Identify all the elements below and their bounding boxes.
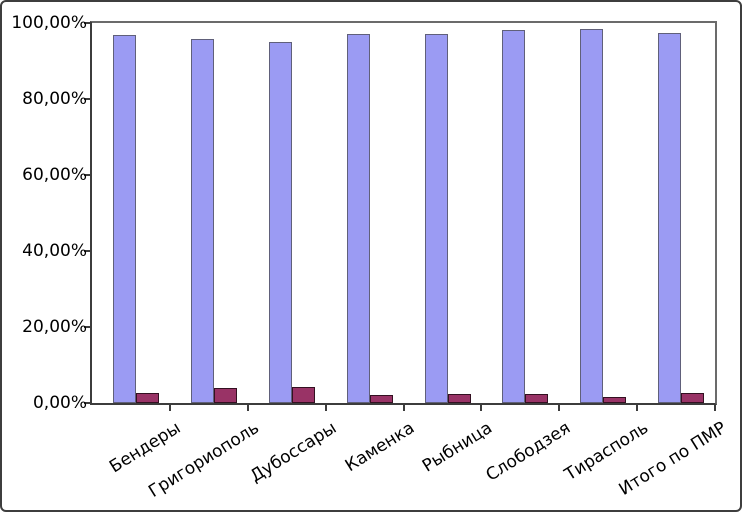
- bar-series-1-3: [347, 34, 370, 403]
- x-axis-tick-0: [168, 404, 171, 411]
- bar-series-1-4: [425, 34, 448, 403]
- x-category-label-3: Каменка: [341, 418, 419, 477]
- bar-series-1-0: [113, 35, 136, 403]
- bar-series-1-2: [269, 42, 292, 403]
- bar-series-1-5: [502, 30, 525, 403]
- y-axis-tick-label-100: 100,00%: [11, 13, 87, 33]
- bar-series-2-6: [603, 397, 626, 403]
- x-axis-tick-2: [324, 404, 327, 411]
- bar-series-2-4: [448, 394, 471, 403]
- y-axis-tick-60: [84, 174, 92, 176]
- y-axis-tick-40: [84, 250, 92, 252]
- bar-series-2-3: [370, 395, 393, 403]
- bar-series-1-6: [580, 29, 603, 403]
- y-axis-tick-label-60: 60,00%: [22, 165, 87, 185]
- x-axis-tick-5: [558, 404, 561, 411]
- x-axis-tick-3: [402, 404, 405, 411]
- bar-series-2-7: [681, 393, 704, 403]
- y-axis-tick-20: [84, 326, 92, 328]
- y-axis-tick-100: [84, 22, 92, 24]
- x-axis-tick-6: [636, 404, 639, 411]
- y-axis-tick-label-0: 0,00%: [32, 393, 87, 413]
- y-axis-tick-0: [84, 402, 92, 404]
- y-axis-tick-label-20: 20,00%: [22, 317, 87, 337]
- plot-area: [90, 21, 717, 405]
- x-axis-tick-4: [480, 404, 483, 411]
- x-axis-tick-7: [714, 404, 716, 411]
- x-axis-tick-1: [246, 404, 249, 411]
- y-axis-tick-label-80: 80,00%: [22, 89, 87, 109]
- x-category-label-5: Слободзея: [482, 418, 574, 486]
- y-axis-tick-80: [84, 98, 92, 100]
- bar-series-2-2: [292, 387, 315, 403]
- bar-series-1-1: [191, 39, 214, 403]
- y-axis-tick-label-40: 40,00%: [22, 241, 87, 261]
- bar-series-2-0: [136, 393, 159, 403]
- bar-series-2-5: [525, 394, 548, 403]
- bar-series-2-1: [214, 388, 237, 403]
- x-category-label-2: Дубоссары: [246, 418, 341, 487]
- bar-series-1-7: [658, 33, 681, 403]
